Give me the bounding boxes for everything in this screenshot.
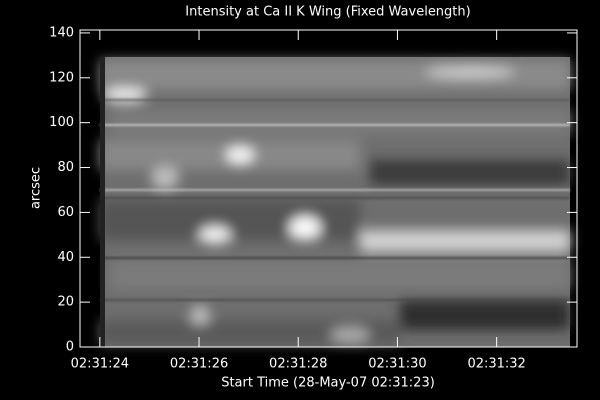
- y-tick-label: 60: [57, 205, 74, 220]
- y-tick-label: 20: [57, 295, 74, 310]
- x-axis-label: Start Time (28-May-07 02:31:23): [221, 376, 435, 391]
- x-tick-label: 02:31:28: [269, 357, 327, 372]
- x-tick-label: 02:31:32: [467, 357, 525, 372]
- plot-frame: [79, 29, 578, 348]
- y-tick-label: 40: [57, 250, 74, 265]
- y-tick-label: 0: [66, 340, 74, 355]
- x-tick-label: 02:31:24: [71, 357, 129, 372]
- x-tick-label: 02:31:26: [170, 357, 228, 372]
- y-tick-label: 120: [49, 70, 74, 85]
- x-tick-label: 02:31:30: [368, 357, 426, 372]
- chart-title: Intensity at Ca II K Wing (Fixed Wavelen…: [185, 5, 470, 20]
- y-tick-label: 80: [57, 160, 74, 175]
- intensity-image: [100, 57, 570, 347]
- y-tick-label: 100: [49, 115, 74, 130]
- y-tick-label: 140: [49, 25, 74, 40]
- y-axis-label: arcsec: [29, 167, 44, 209]
